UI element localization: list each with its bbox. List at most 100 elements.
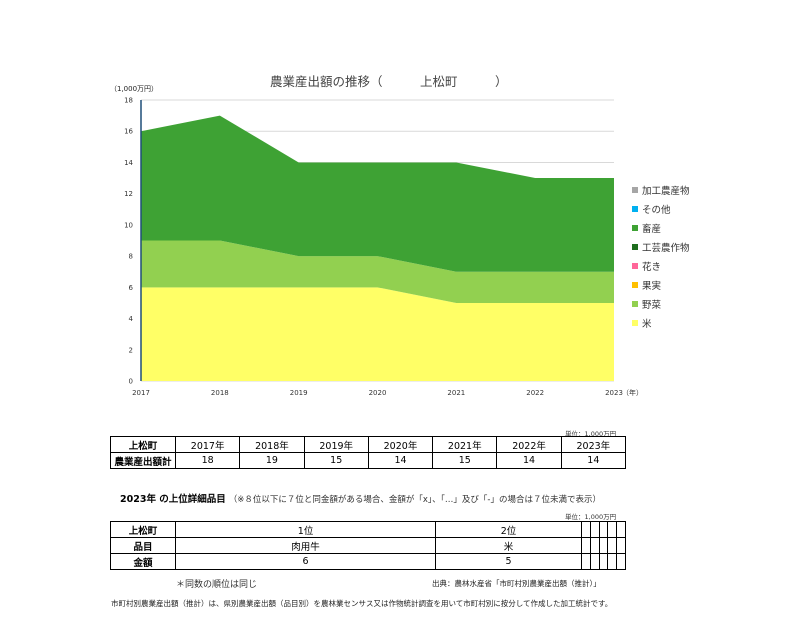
year-cell: 2018年 (239, 436, 305, 453)
value-cell: 19 (239, 452, 305, 469)
y-tick-label: 16 (124, 128, 133, 136)
table-row: 農業産出額計 18 19 15 14 15 14 14 (110, 452, 627, 469)
item-label: 品目 (110, 537, 176, 554)
amount-cell (580, 553, 591, 570)
y-axis-unit: （1,000万円） (110, 85, 159, 93)
legend-label: 果実 (642, 280, 662, 292)
legend-swatch (632, 205, 638, 212)
detail-title: 2023年 の上位詳細品目 (120, 494, 226, 505)
y-tick-label: 6 (129, 284, 134, 292)
y-axis: 0 2 4 6 8 10 12 14 16 18 (124, 97, 142, 386)
legend-label: 加工農産物 (642, 185, 690, 197)
value-cell: 14 (560, 452, 627, 469)
area-畜産 (141, 115, 614, 272)
top-items-table: 上松町 1位 2位 品目 肉用牛 米 金額 6 5 (110, 521, 626, 570)
y-tick-label: 18 (124, 97, 133, 105)
x-axis: 2017 2018 2019 2020 2021 2022 2023 （年） (132, 388, 643, 397)
area-chart: 0 2 4 6 8 10 12 14 16 18 2017 2018 2019 2020 2021 2022… (124, 97, 643, 398)
rank-cell: 2位 (435, 521, 582, 538)
legend-swatch (632, 319, 638, 326)
output-table: 上松町 2017年 2018年 2019年 2020年 2021年 2022年 … (110, 436, 627, 469)
legend-item: 畜産 (632, 218, 690, 237)
legend-label: 工芸農作物 (642, 242, 690, 254)
item-cell (616, 537, 626, 554)
legend-item: 工芸農作物 (632, 237, 690, 256)
amount-cell (607, 553, 618, 570)
x-tick-label: 2022 (526, 389, 544, 397)
year-cell: 2023年 (560, 436, 627, 453)
x-axis-unit: （年） (622, 388, 643, 397)
x-tick-label: 2020 (369, 389, 387, 397)
area-series (141, 115, 614, 381)
rank-cell (616, 521, 626, 538)
item-cell: 米 (435, 537, 582, 554)
amount-cell (589, 553, 600, 570)
value-cell: 15 (432, 452, 498, 469)
unit-note-table2: 単位：1,000万円 (565, 513, 617, 521)
rank-cell: 1位 (174, 521, 437, 538)
legend-label: 米 (642, 318, 652, 330)
detail-heading: 2023年 の上位詳細品目 （※８位以下に７位と同金額がある場合、金額が「x」、… (120, 491, 601, 505)
row-label: 農業産出額計 (110, 452, 176, 469)
legend-item: 加工農産物 (632, 180, 690, 199)
area-米 (141, 287, 614, 381)
y-tick-label: 2 (129, 346, 133, 354)
legend-item: 果実 (632, 275, 690, 294)
table-corner: 上松町 (110, 521, 176, 538)
y-tick-label: 12 (124, 190, 133, 198)
x-tick-label: 2021 (447, 389, 465, 397)
legend-item: 米 (632, 313, 690, 332)
year-cell: 2021年 (432, 436, 498, 453)
legend-item: 野菜 (632, 294, 690, 313)
amount-cell (598, 553, 609, 570)
chart-title: 農業産出額の推移（ 上松町 ） (270, 74, 508, 89)
item-cell (607, 537, 618, 554)
detail-note: （※８位以下に７位と同金額がある場合、金額が「x」、「…」及び「-」の場合は７位… (228, 495, 602, 505)
item-cell (580, 537, 591, 554)
y-tick-label: 0 (129, 378, 133, 386)
y-tick-label: 14 (124, 159, 133, 167)
y-tick-label: 10 (124, 221, 133, 229)
table-header-row: 上松町 2017年 2018年 2019年 2020年 2021年 2022年 … (110, 436, 627, 453)
legend-label: 花き (642, 261, 662, 273)
rank-cell (589, 521, 600, 538)
x-tick-label: 2019 (290, 389, 308, 397)
y-tick-label: 8 (129, 253, 133, 261)
item-cell (598, 537, 609, 554)
rank-note: ＊同数の順位は同じ (176, 580, 258, 590)
rank-cell (598, 521, 609, 538)
legend-label: その他 (642, 204, 671, 216)
legend-item: 花き (632, 256, 690, 275)
unit-note-table1: 単位：1,000万円 (565, 430, 617, 438)
rank-row: 上松町 1位 2位 (110, 521, 626, 538)
legend-swatch (632, 243, 638, 250)
amount-row: 金額 6 5 (110, 553, 626, 570)
legend-swatch (632, 262, 638, 269)
item-row: 品目 肉用牛 米 (110, 537, 626, 554)
value-cell: 14 (367, 452, 434, 469)
year-cell: 2022年 (496, 436, 562, 453)
rank-cell (607, 521, 618, 538)
amount-cell: 6 (174, 553, 437, 570)
item-cell: 肉用牛 (174, 537, 437, 554)
item-cell (589, 537, 600, 554)
footnote: 市町村別農業産出額（推計）は、県別農業産出額（品目別）を農林業センサス又は作物統… (111, 599, 613, 608)
amount-cell: 5 (435, 553, 582, 570)
value-cell: 14 (496, 452, 562, 469)
legend-swatch (632, 186, 638, 193)
y-tick-label: 4 (129, 315, 134, 323)
legend-item: その他 (632, 199, 690, 218)
legend-swatch (632, 300, 638, 307)
legend-swatch (632, 281, 638, 288)
amount-label: 金額 (110, 553, 176, 570)
x-tick-label: 2018 (211, 389, 229, 397)
x-tick-label: 2023 (605, 389, 623, 397)
year-cell: 2019年 (303, 436, 369, 453)
area-野菜 (141, 240, 614, 303)
year-cell: 2020年 (367, 436, 434, 453)
amount-cell (616, 553, 626, 570)
value-cell: 15 (303, 452, 369, 469)
legend: 加工農産物その他畜産工芸農作物花き果実野菜米 (632, 180, 690, 332)
rank-cell (580, 521, 591, 538)
year-cell: 2017年 (174, 436, 241, 453)
